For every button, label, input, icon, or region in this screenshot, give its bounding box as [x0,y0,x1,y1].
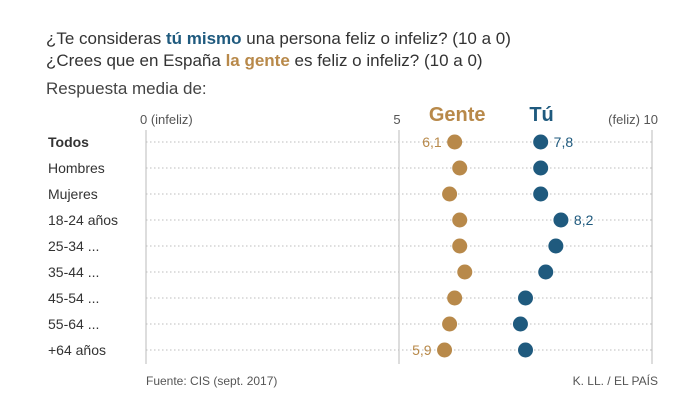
category-label: Hombres [48,160,105,176]
tick-label: 0 (infeliz) [140,112,193,127]
dot-tu [533,160,549,176]
dot-gente [447,134,463,150]
category-label: +64 años [48,342,106,358]
category-label: 35-44 ... [48,264,99,280]
legend-label: Gente [429,104,486,126]
credit-note: K. LL. / EL PAÍS [572,374,658,388]
dot-gente [452,238,468,254]
dot-tu [512,316,528,332]
dot-tu [553,212,569,228]
dot-tu [533,134,549,150]
question-gente-post: es feliz o infeliz? (10 a 0) [289,51,483,70]
data-label: 6,1 [422,134,442,150]
dot-gente [442,316,458,332]
question-tu: ¿Te consideras tú mismo una persona feli… [46,29,511,49]
source-note: Fuente: CIS (sept. 2017) [146,374,278,388]
category-label: 45-54 ... [48,290,99,306]
dot-gente [457,264,473,280]
dot-gente [442,186,458,202]
dot-gente [452,160,468,176]
question-gente: ¿Crees que en España la gente es feliz o… [46,51,483,71]
dot-tu [548,238,564,254]
dot-gente [452,212,468,228]
tick-label: 5 [393,112,400,127]
question-gente-pre: ¿Crees que en España [46,51,226,70]
dot-tu [533,186,549,202]
category-label: 55-64 ... [48,316,99,332]
question-tu-post: una persona feliz o infeliz? (10 a 0) [241,29,511,48]
legend-label: Tú [529,104,553,126]
dot-tu [538,264,554,280]
dot-gente [437,342,453,358]
category-label: Todos [48,134,89,150]
dot-tu [518,290,533,306]
chart-subtitle: Respuesta media de: [46,79,207,98]
category-label: Mujeres [48,186,98,202]
data-label: 5,9 [412,342,432,358]
dot-tu [518,342,533,358]
data-label: 8,2 [574,212,594,228]
tick-label: (feliz) 10 [608,112,658,127]
question-gente-highlight: la gente [225,51,290,70]
question-tu-pre: ¿Te consideras [46,29,166,48]
category-label: 18-24 años [48,212,118,228]
data-label: 7,8 [554,134,574,150]
category-label: 25-34 ... [48,238,99,254]
dot-gente [447,290,463,306]
question-tu-highlight: tú mismo [166,29,242,48]
